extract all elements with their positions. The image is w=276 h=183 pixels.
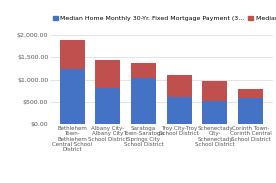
Bar — [203, 81, 227, 101]
Bar — [238, 98, 263, 124]
Bar — [238, 89, 263, 98]
Bar — [167, 97, 192, 124]
Bar — [131, 78, 156, 124]
Bar — [95, 60, 120, 88]
Bar — [167, 75, 192, 97]
Bar — [131, 63, 156, 78]
Bar — [60, 69, 85, 124]
Bar — [60, 40, 85, 69]
Bar — [95, 88, 120, 124]
Bar — [203, 101, 227, 124]
Legend: Median Home Monthly 30-Yr. Fixed Mortgage Payment (3..., Median Home Monthly Tax: Median Home Monthly 30-Yr. Fixed Mortgag… — [53, 16, 276, 21]
